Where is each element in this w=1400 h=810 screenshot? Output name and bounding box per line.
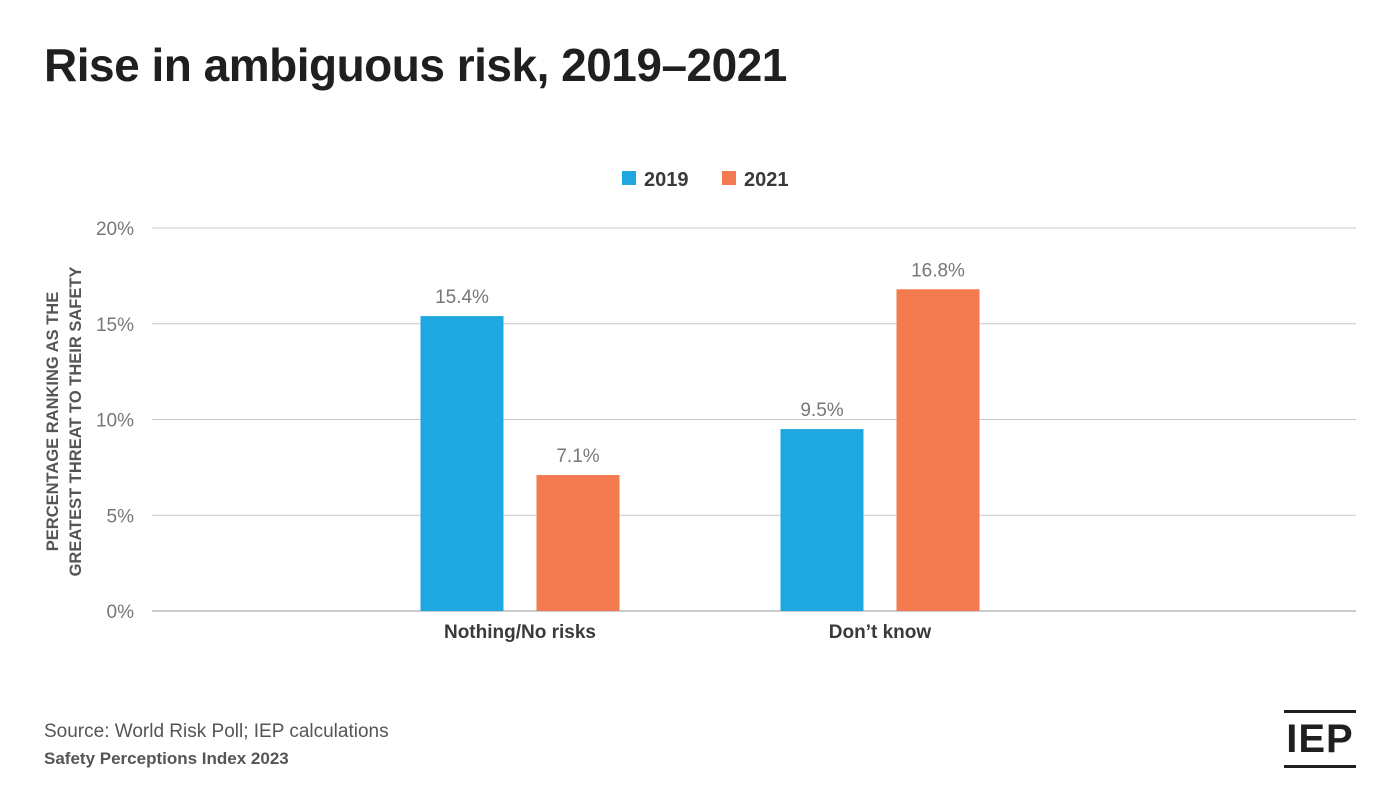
publication-name: Safety Perceptions Index 2023 (44, 749, 289, 768)
gridlines (152, 227, 1356, 612)
legend-swatch (622, 171, 636, 185)
y-tick-label: 20% (96, 219, 134, 240)
bars: 15.4% 7.1% 9.5% 16.8% (420, 260, 980, 611)
legend-swatch (722, 171, 736, 185)
logo-bottom-rule (1284, 765, 1356, 768)
data-label: 9.5% (800, 400, 843, 421)
y-tick-label: 10% (96, 411, 134, 432)
x-tick-label: Nothing/No risks (444, 622, 596, 643)
chart-title: Rise in ambiguous risk, 2019–2021 (44, 39, 787, 91)
legend-label: 2021 (744, 169, 789, 191)
bar-chart: 2019 2021 PERCENTAGE RANKING AS THE GREATE… (44, 169, 1356, 643)
bar (536, 475, 620, 611)
logo-text: IEP (1286, 717, 1354, 761)
legend: 2019 2021 (622, 169, 789, 191)
y-axis-label-line: PERCENTAGE RANKING AS THE (44, 292, 62, 551)
y-tick-label: 0% (107, 602, 135, 623)
x-axis-ticks: Nothing/No risks Don’t know (444, 622, 931, 643)
iep-logo: IEP (1284, 710, 1356, 768)
data-label: 7.1% (556, 446, 599, 467)
logo-top-rule (1284, 710, 1356, 713)
data-label: 15.4% (435, 287, 489, 308)
y-axis-label-line: GREATEST THREAT TO THEIR SAFETY (67, 267, 85, 577)
legend-label: 2019 (644, 169, 689, 191)
x-tick-label: Don’t know (829, 622, 932, 643)
y-axis-label: PERCENTAGE RANKING AS THE GREATEST THREAT… (44, 267, 85, 577)
y-tick-label: 5% (107, 506, 135, 527)
y-axis-ticks: 0% 5% 10% 15% 20% (96, 219, 134, 623)
y-tick-label: 15% (96, 315, 134, 336)
bar (896, 289, 980, 611)
bar (780, 429, 864, 611)
data-label: 16.8% (911, 260, 965, 281)
bar (420, 316, 504, 611)
source-note: Source: World Risk Poll; IEP calculation… (44, 721, 389, 742)
